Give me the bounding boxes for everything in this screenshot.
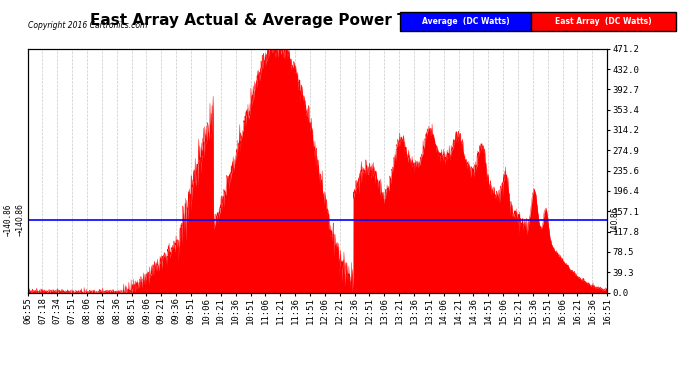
Text: East Array  (DC Watts): East Array (DC Watts) [555, 17, 652, 26]
Text: →140.86: →140.86 [16, 203, 25, 236]
Text: →140.86: →140.86 [4, 204, 13, 236]
Text: 140.86: 140.86 [610, 206, 619, 233]
Text: Copyright 2016 Cartronics.com: Copyright 2016 Cartronics.com [28, 21, 147, 30]
Text: East Array Actual & Average Power Tue Feb 16 17:05: East Array Actual & Average Power Tue Fe… [90, 13, 544, 28]
Text: Average  (DC Watts): Average (DC Watts) [422, 17, 509, 26]
